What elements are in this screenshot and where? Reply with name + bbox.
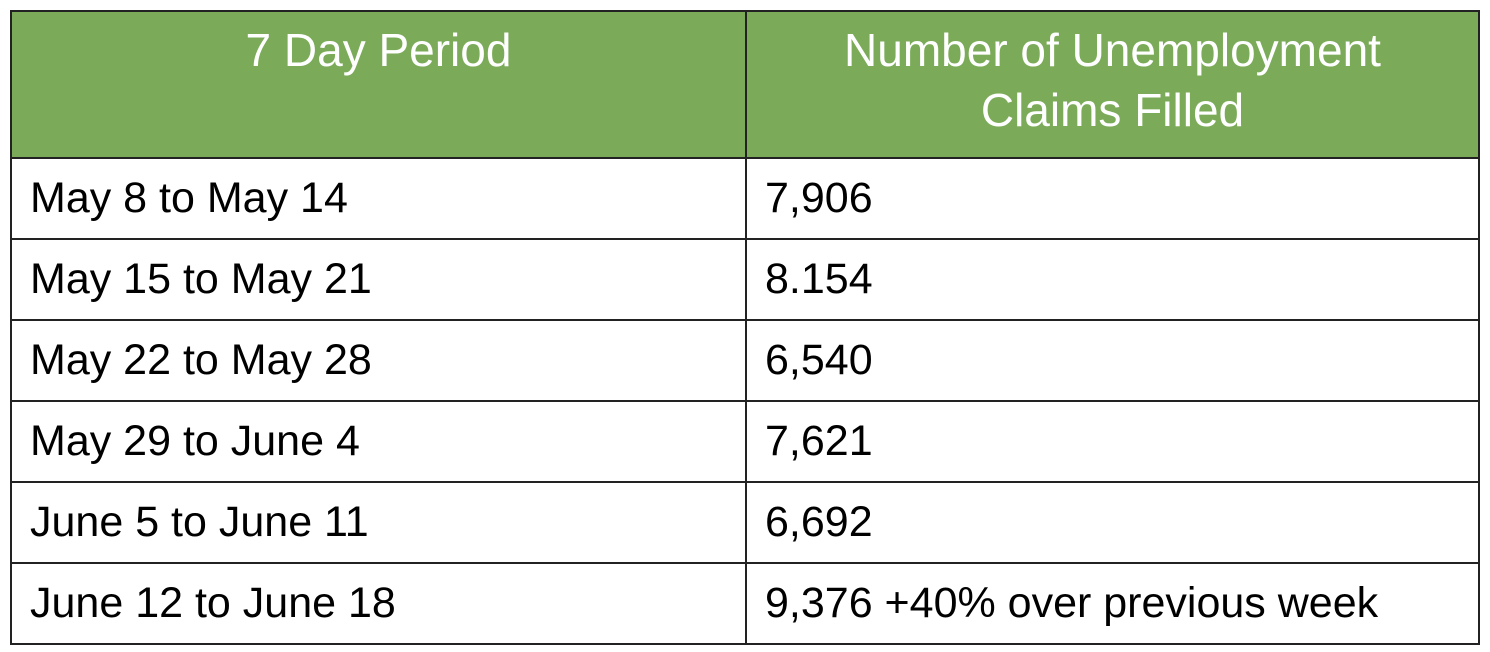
period-cell: June 12 to June 18: [10, 562, 747, 645]
claims-cell: 8.154: [745, 238, 1480, 321]
table-row: June 5 to June 11 6,692: [10, 481, 1480, 564]
table-body: May 8 to May 14 7,906 May 15 to May 21 8.15…: [10, 157, 1480, 645]
period-cell: May 22 to May 28: [10, 319, 747, 402]
table-head: 7 Day Period Number of Unemployment Clai…: [10, 10, 1480, 159]
header-cell: Number of Unemployment Claims Filled: [745, 10, 1480, 159]
table-row: May 15 to May 21 8.154: [10, 238, 1480, 321]
claims-cell: 7,621: [745, 400, 1480, 483]
period-cell: May 15 to May 21: [10, 238, 747, 321]
table-row: May 8 to May 14 7,906: [10, 157, 1480, 240]
claims-table: 7 Day Period Number of Unemployment Clai…: [10, 10, 1480, 645]
period-cell: May 29 to June 4: [10, 400, 747, 483]
header-row: 7 Day Period Number of Unemployment Clai…: [10, 10, 1480, 159]
claims-cell: 6,540: [745, 319, 1480, 402]
claims-cell: 7,906: [745, 157, 1480, 240]
claims-cell: 6,692: [745, 481, 1480, 564]
claims-cell: 9,376 +40% over previous week: [745, 562, 1480, 645]
header-cell: 7 Day Period: [10, 10, 747, 159]
period-cell: June 5 to June 11: [10, 481, 747, 564]
table-row: May 22 to May 28 6,540: [10, 319, 1480, 402]
table-row: June 12 to June 18 9,376 +40% over previo…: [10, 562, 1480, 645]
table-row: May 29 to June 4 7,621: [10, 400, 1480, 483]
period-cell: May 8 to May 14: [10, 157, 747, 240]
